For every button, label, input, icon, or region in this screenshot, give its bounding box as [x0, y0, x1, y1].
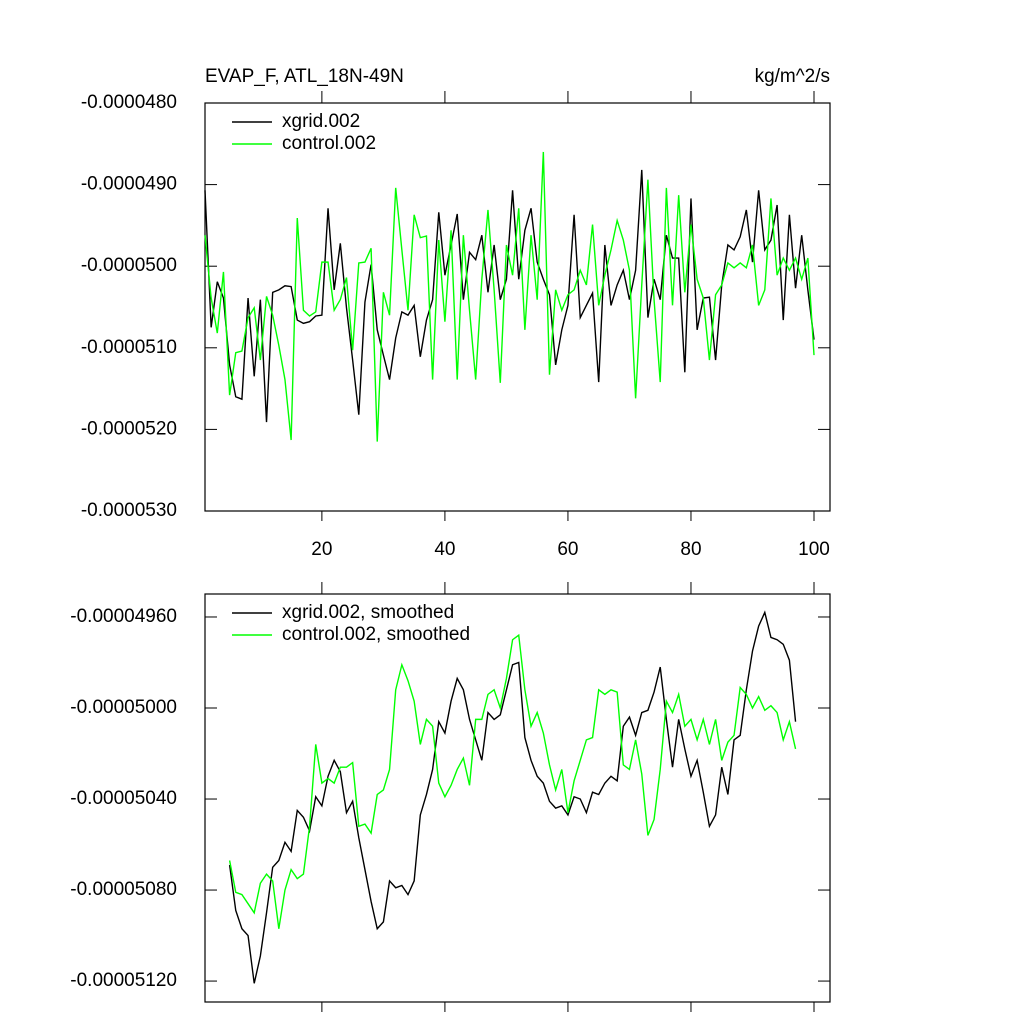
- legend-label: control.002, smoothed: [282, 624, 470, 645]
- units: kg/m^2/s: [755, 66, 830, 87]
- legend-label: xgrid.002: [282, 111, 360, 132]
- legend-label: control.002: [282, 133, 376, 154]
- series-line: [228, 610, 797, 984]
- y-tick-label: -0.0000530: [81, 500, 177, 521]
- x-tick-label: 60: [557, 539, 578, 560]
- series-line: [204, 169, 815, 423]
- y-tick-label: -0.0000510: [81, 337, 177, 358]
- y-tick-label: -0.0000520: [81, 418, 177, 439]
- series-line: [228, 633, 797, 929]
- x-tick-label: 80: [680, 539, 701, 560]
- series-line: [204, 151, 815, 442]
- plot-frame: [204, 102, 831, 512]
- y-tick-label: -0.0000490: [81, 174, 177, 195]
- y-tick-label: -0.00004960: [70, 606, 177, 627]
- y-tick-label: -0.00005000: [70, 697, 177, 718]
- chart-title: EVAP_F, ATL_18N-49N: [205, 66, 404, 87]
- plot-frame: [204, 593, 831, 1003]
- y-tick-label: -0.0000480: [81, 92, 177, 113]
- y-tick-label: -0.00005080: [70, 879, 177, 900]
- y-tick-label: -0.00005120: [70, 970, 177, 991]
- y-tick-label: -0.00005040: [70, 788, 177, 809]
- legend-label: xgrid.002, smoothed: [282, 602, 454, 623]
- x-tick-label: 20: [311, 539, 332, 560]
- y-tick-label: -0.0000500: [81, 255, 177, 276]
- x-tick-label: 100: [798, 539, 830, 560]
- x-tick-label: 40: [434, 539, 455, 560]
